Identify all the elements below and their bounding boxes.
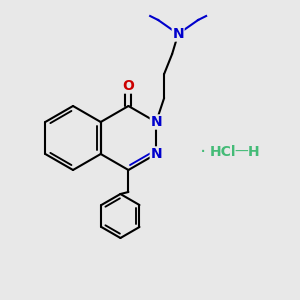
- Text: ·: ·: [200, 142, 206, 161]
- Text: N: N: [150, 115, 162, 129]
- Text: —: —: [234, 145, 248, 159]
- Text: HCl: HCl: [210, 145, 236, 159]
- Text: O: O: [122, 79, 134, 93]
- Text: H: H: [248, 145, 260, 159]
- Text: N: N: [172, 27, 184, 41]
- Text: N: N: [150, 147, 162, 161]
